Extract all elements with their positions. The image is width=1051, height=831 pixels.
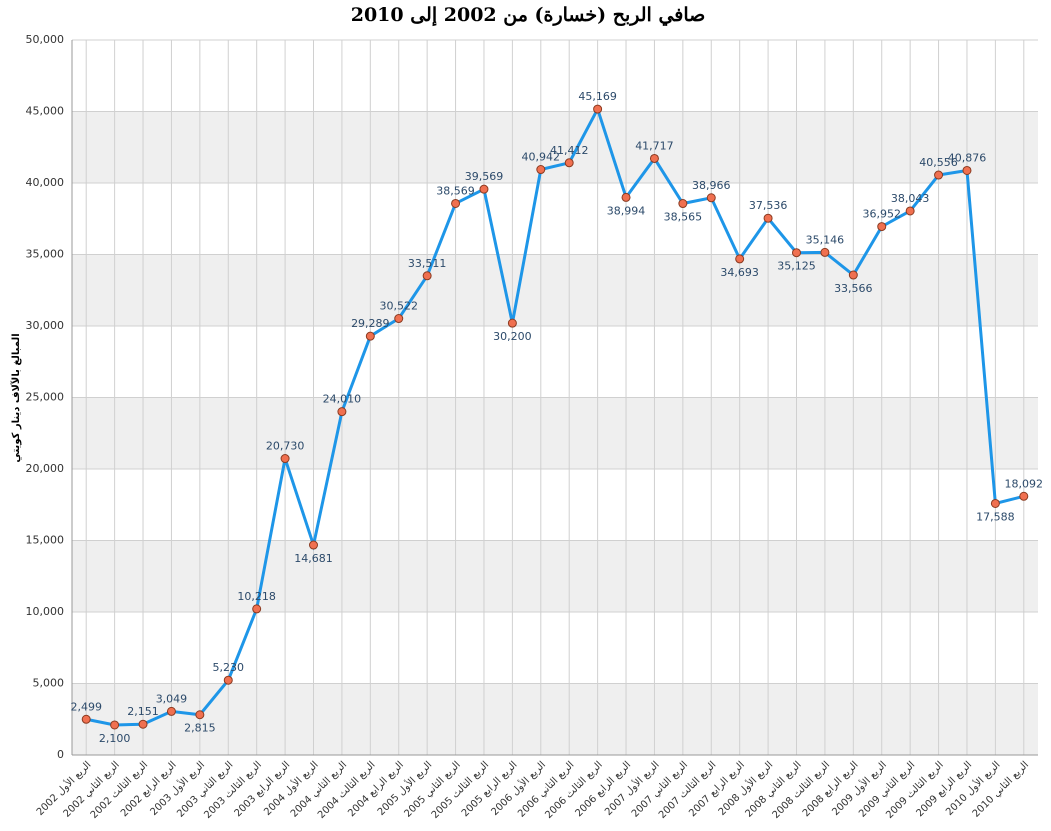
point: [593, 104, 603, 114]
point: [138, 719, 148, 729]
point: [280, 454, 290, 464]
value-label: 34,693: [720, 266, 759, 279]
value-label: 45,169: [578, 90, 617, 103]
value-label: 18,092: [1005, 477, 1044, 490]
point: [678, 199, 688, 209]
point: [990, 498, 1000, 508]
value-label: 33,511: [408, 257, 447, 270]
value-label: 14,681: [294, 552, 333, 565]
value-label: 2,151: [127, 705, 159, 718]
point: [451, 198, 461, 208]
value-label: 38,966: [692, 179, 731, 192]
value-label: 29,289: [351, 317, 390, 330]
point: [792, 248, 801, 258]
y-tick-label: 35,000: [26, 248, 65, 261]
value-label: 17,588: [976, 510, 1015, 523]
value-label: 3,049: [156, 692, 188, 705]
point: [81, 714, 91, 724]
grid-band: [72, 254, 1038, 326]
value-label: 41,412: [550, 144, 589, 157]
value-label: 37,536: [749, 199, 788, 212]
point: [536, 165, 546, 175]
point: [649, 153, 659, 163]
value-label: 24,010: [323, 393, 362, 406]
point: [962, 165, 972, 175]
value-label: 5,230: [213, 661, 245, 674]
point: [394, 314, 404, 324]
point: [479, 184, 489, 194]
value-label: 40,556: [919, 156, 958, 169]
grid-band: [72, 111, 1038, 183]
value-label: 30,522: [379, 300, 418, 313]
value-label: 40,942: [522, 151, 561, 164]
point: [621, 192, 631, 202]
value-label: 40,876: [948, 151, 987, 164]
value-label: 36,952: [862, 208, 901, 221]
point: [934, 170, 944, 180]
value-label: 2,100: [99, 732, 131, 745]
value-label: 41,717: [635, 139, 674, 152]
series-line: [85, 105, 1025, 727]
point: [110, 720, 120, 730]
value-label: 20,730: [266, 440, 305, 453]
point: [877, 222, 887, 232]
point: [195, 710, 205, 720]
chart-title: صافي الربح (خسارة) من 2002 إلى 2010: [351, 4, 706, 27]
grid-band: [72, 397, 1038, 469]
y-tick-label: 10,000: [26, 605, 65, 618]
y-tick-label: 15,000: [26, 534, 65, 547]
grid-band: [72, 683, 1038, 755]
value-label: 38,994: [607, 204, 646, 217]
point: [337, 407, 347, 417]
point: [1019, 491, 1029, 501]
point: [365, 331, 375, 341]
point: [309, 540, 318, 550]
point: [848, 270, 858, 280]
y-tick-label: 25,000: [26, 391, 65, 404]
value-label: 2,499: [70, 700, 102, 713]
value-label: 2,815: [184, 722, 216, 735]
point: [223, 675, 233, 685]
grid-band: [72, 540, 1038, 612]
value-label: 10,218: [237, 590, 276, 603]
value-label: 39,569: [465, 170, 504, 183]
value-label: 35,146: [806, 233, 845, 246]
value-label: 33,566: [834, 282, 873, 295]
point: [166, 706, 176, 716]
point: [507, 318, 517, 328]
point: [706, 193, 716, 203]
y-tick-label: 20,000: [26, 462, 65, 475]
y-tick-label: 40,000: [26, 176, 65, 189]
value-label: 38,565: [664, 211, 703, 224]
y-axis-label: المبالغ بالآلاف دينار كويتي: [10, 333, 22, 462]
y-tick-label: 45,000: [26, 105, 65, 118]
y-tick-label: 0: [57, 748, 64, 761]
point: [905, 206, 915, 216]
value-label: 38,569: [436, 184, 475, 197]
y-tick-label: 50,000: [26, 33, 65, 46]
point: [252, 604, 262, 614]
value-label: 30,200: [493, 330, 532, 343]
point: [820, 247, 830, 257]
point: [422, 271, 432, 281]
value-label: 38,043: [891, 192, 930, 205]
value-label: 35,125: [777, 260, 816, 273]
y-tick-label: 30,000: [26, 319, 65, 332]
point: [564, 158, 574, 168]
point: [763, 213, 773, 223]
y-tick-label: 5,000: [33, 677, 65, 690]
point: [735, 254, 745, 264]
